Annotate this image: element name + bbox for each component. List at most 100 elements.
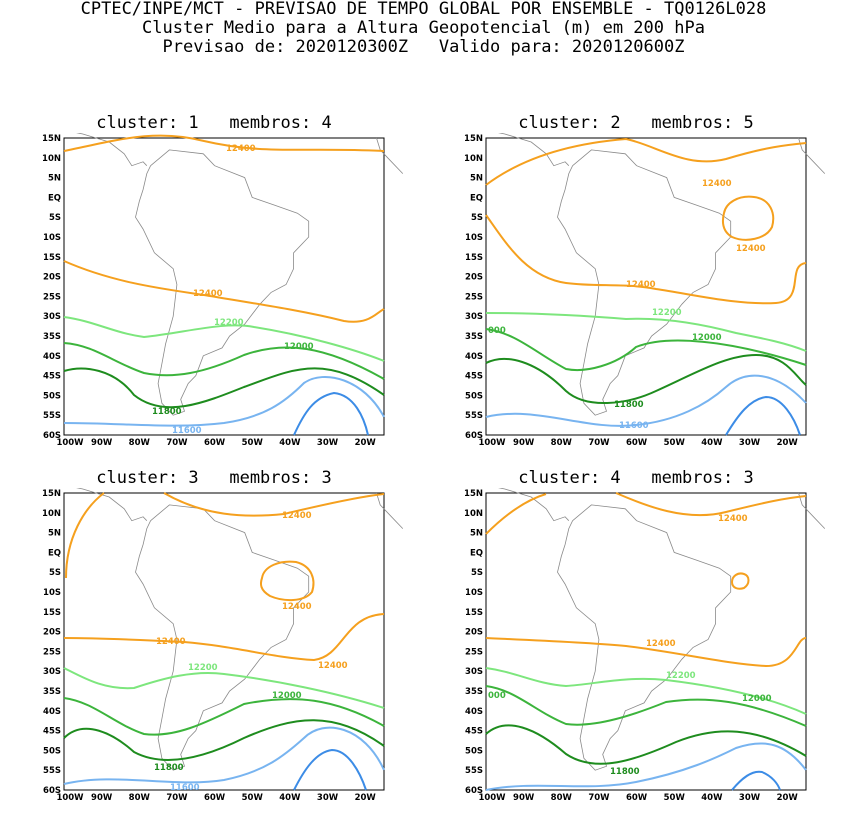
lon-tick-label: 80W bbox=[129, 793, 151, 803]
contour-label: 12000 bbox=[284, 342, 314, 352]
contour-label: 000 bbox=[488, 326, 506, 336]
contour-11600 bbox=[485, 374, 807, 427]
lat-tick-label: 30S bbox=[465, 667, 483, 677]
coastline-path bbox=[557, 504, 732, 771]
lat-tick-label: 5N bbox=[470, 529, 483, 539]
contour-12400-north bbox=[63, 134, 385, 152]
lon-tick-label: 80W bbox=[129, 438, 151, 448]
lon-tick-label: 90W bbox=[91, 793, 113, 803]
contour-label: 12000 bbox=[272, 691, 302, 701]
lon-tick-label: 20W bbox=[777, 793, 799, 803]
lat-tick-label: 40S bbox=[465, 352, 483, 362]
lat-tick-label: 45S bbox=[43, 727, 61, 737]
coastline bbox=[76, 133, 404, 416]
lat-tick-label: EQ bbox=[48, 193, 61, 203]
lat-tick-label: 20S bbox=[43, 273, 61, 283]
contour-label: 12200 bbox=[214, 318, 244, 328]
lat-tick-label: 25S bbox=[465, 647, 483, 657]
contour-12400-ring bbox=[260, 560, 315, 602]
lat-tick-label: 35S bbox=[465, 332, 483, 342]
contour-label: 12000 bbox=[692, 333, 722, 343]
contour-11800 bbox=[63, 719, 385, 761]
lat-tick-label: 60S bbox=[465, 786, 483, 796]
coastline-path bbox=[135, 149, 310, 416]
lat-tick-label: 45S bbox=[465, 372, 483, 382]
contour-label: 11600 bbox=[619, 421, 649, 431]
lon-tick-label: 80W bbox=[551, 793, 573, 803]
contour-12000 bbox=[63, 697, 385, 736]
contour-12400-ring bbox=[722, 195, 775, 241]
contour-11600 bbox=[485, 742, 807, 791]
lat-tick-label: 35S bbox=[465, 687, 483, 697]
axis-labels: 15N 10N 5N EQ 5S 10S 15S 20S 25S 30S 35S 40S 45S 50S 5… bbox=[42, 134, 376, 448]
lat-tick-label: 5N bbox=[48, 174, 61, 184]
lon-tick-label: 60W bbox=[204, 793, 226, 803]
lon-tick-label: 60W bbox=[626, 438, 648, 448]
contour-labels: 12400 12400 12400 12200 12000 000 11800 … bbox=[488, 179, 766, 431]
lon-tick-label: 100W bbox=[478, 438, 506, 448]
lat-tick-label: 15S bbox=[465, 608, 483, 618]
lat-tick-label: 55S bbox=[43, 411, 61, 421]
lat-tick-label: 30S bbox=[43, 312, 61, 322]
lat-tick-label: 40S bbox=[43, 352, 61, 362]
coastline-path bbox=[76, 133, 148, 167]
lon-tick-label: 60W bbox=[626, 793, 648, 803]
contour-12000 bbox=[485, 685, 807, 727]
lon-tick-label: 90W bbox=[91, 438, 113, 448]
lat-tick-label: 45S bbox=[43, 372, 61, 382]
contour-11400 bbox=[731, 770, 781, 791]
lat-tick-label: 50S bbox=[43, 746, 61, 756]
contour-12200 bbox=[63, 316, 385, 362]
contour-11800 bbox=[63, 367, 385, 409]
contour-label: 12400 bbox=[318, 661, 348, 671]
header-line-3: Previsao de: 2020120300Z Valido para: 20… bbox=[162, 37, 685, 57]
contour-12400-north bbox=[485, 492, 807, 535]
map-panel-cluster-3: cluster: 3 membros: 3 15N 10N 5N EQ 5S 10S 15S… bbox=[4, 468, 424, 813]
contours bbox=[63, 134, 385, 436]
contour-label: 000 bbox=[488, 691, 506, 701]
contour-label: 11600 bbox=[172, 426, 202, 436]
lat-tick-label: 5S bbox=[49, 213, 61, 223]
contour-label: 11800 bbox=[152, 407, 182, 417]
lon-tick-label: 60W bbox=[204, 438, 226, 448]
map-panel-cluster-1: cluster: 1 membros: 4 15N 10N 5N EQ 5S 10S 15S… bbox=[4, 113, 424, 458]
lon-tick-label: 90W bbox=[513, 793, 535, 803]
lon-tick-label: 40W bbox=[701, 793, 723, 803]
contour-11800 bbox=[485, 353, 807, 405]
lat-tick-label: 10S bbox=[43, 588, 61, 598]
lon-tick-label: 100W bbox=[478, 793, 506, 803]
contour-label: 12400 bbox=[626, 280, 656, 290]
panel-title: cluster: 3 membros: 3 bbox=[96, 468, 332, 488]
contour-label: 12400 bbox=[193, 289, 223, 299]
lat-tick-label: EQ bbox=[470, 548, 483, 558]
lat-tick-label: 10S bbox=[465, 233, 483, 243]
contour-12200 bbox=[63, 667, 385, 709]
contour-labels: 12400 12400 12200 12000 11800 11600 bbox=[152, 144, 314, 436]
page-header: CPTEC/INPE/MCT - PREVISAO DE TEMPO GLOBA… bbox=[0, 0, 847, 57]
lon-tick-label: 70W bbox=[166, 438, 188, 448]
lon-tick-label: 40W bbox=[279, 438, 301, 448]
contour-label: 12400 bbox=[282, 511, 312, 521]
contour-12400 bbox=[485, 637, 807, 668]
lat-tick-label: 30S bbox=[465, 312, 483, 322]
contour-label: 11800 bbox=[614, 400, 644, 410]
coastline-path bbox=[498, 488, 570, 522]
contour-12000 bbox=[63, 342, 385, 380]
lat-tick-label: 15N bbox=[42, 489, 61, 499]
lat-tick-label: 5N bbox=[470, 174, 483, 184]
lat-tick-label: 10N bbox=[464, 154, 483, 164]
header-line-2: Cluster Medio para a Altura Geopotencial… bbox=[142, 18, 705, 38]
lat-tick-label: 15N bbox=[464, 134, 483, 144]
coastline-path bbox=[557, 149, 732, 416]
lat-tick-label: 20S bbox=[43, 628, 61, 638]
contour-labels: 12400 12400 12200 12000 000 11800 bbox=[488, 514, 772, 777]
lon-tick-label: 20W bbox=[355, 793, 377, 803]
lat-tick-label: 5N bbox=[48, 529, 61, 539]
contour-12400 bbox=[485, 214, 807, 305]
contour-map: 15N 10N 5N EQ 5S 10S 15S 20S 25S 30S 35S 40S 45S 50S 5… bbox=[464, 133, 826, 448]
contour-label: 12400 bbox=[282, 602, 312, 612]
coastline-path bbox=[376, 492, 404, 529]
lat-tick-label: 10N bbox=[464, 509, 483, 519]
lat-tick-label: EQ bbox=[470, 193, 483, 203]
lat-tick-label: 25S bbox=[43, 292, 61, 302]
